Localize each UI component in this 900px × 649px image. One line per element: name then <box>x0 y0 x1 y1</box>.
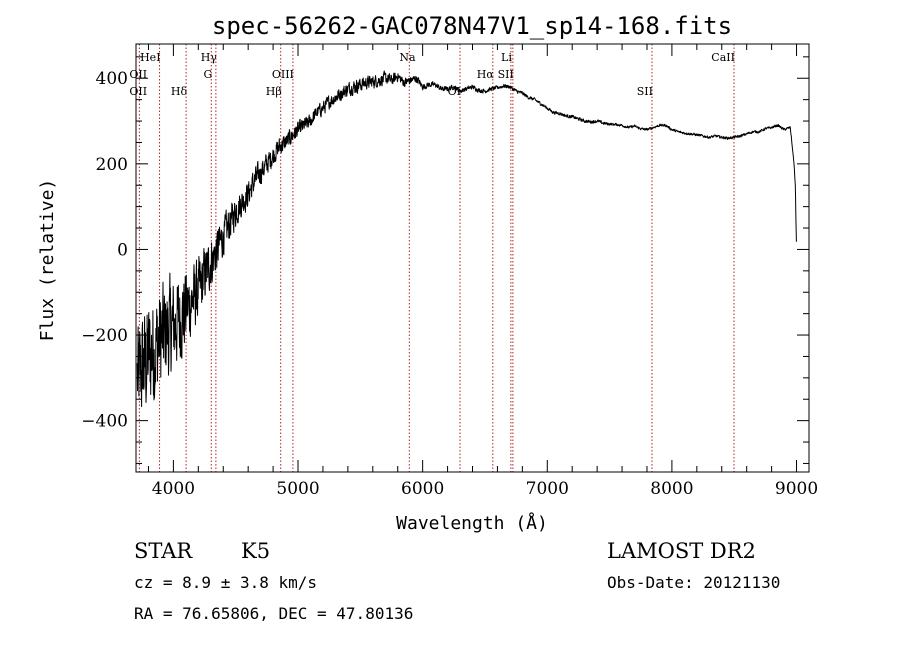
object-class-label: STAR <box>134 539 193 563</box>
y-tick-label: −200 <box>81 326 128 346</box>
x-tick-label: 5000 <box>276 479 319 499</box>
spectral-line-label: Hδ <box>171 85 188 98</box>
spectral-line-label: Li <box>501 51 512 64</box>
x-tick-label: 7000 <box>526 479 569 499</box>
y-tick-label: −400 <box>81 412 128 432</box>
spectrum-line <box>136 70 797 408</box>
y-tick-label: 200 <box>96 155 128 175</box>
chart-title: spec-56262-GAC078N47V1_sp14-168.fits <box>212 12 732 40</box>
spectral-line-label: OIII <box>272 68 294 81</box>
observation-date: Obs-Date: 20121130 <box>607 573 781 592</box>
spectral-line-label: Hα <box>477 68 495 81</box>
x-tick-label: 4000 <box>152 479 195 499</box>
x-tick-label: 9000 <box>775 479 818 499</box>
spectral-line-label: OII <box>129 68 147 81</box>
coordinates-readout: RA = 76.65806, DEC = 47.80136 <box>134 604 414 623</box>
plot-frame <box>135 43 810 473</box>
x-axis-label: Wavelength (Å) <box>396 512 548 534</box>
spectral-line-label: OII <box>129 85 147 98</box>
y-axis-label: Flux (relative) <box>37 179 58 342</box>
spectrum-layer <box>136 70 797 408</box>
redshift-readout: cz = 8.9 ± 3.8 km/s <box>134 573 318 592</box>
spectral-line-label: SII <box>637 85 653 98</box>
object-subclass-label: K5 <box>241 539 271 563</box>
spectral-line-label: SII <box>498 68 514 81</box>
x-tick-label: 8000 <box>650 479 693 499</box>
x-tick-label: 6000 <box>401 479 444 499</box>
spectral-line-label: Hγ <box>201 51 218 64</box>
survey-label: LAMOST DR2 <box>607 539 756 563</box>
y-tick-label: 400 <box>96 69 128 89</box>
spectral-line-label: G <box>203 68 212 81</box>
spectral-line-label: Hβ <box>266 85 282 98</box>
spectral-line-label: HeI <box>140 51 160 64</box>
y-tick-label: 0 <box>117 240 128 260</box>
spectral-line-label: Na <box>399 51 416 64</box>
axis-layer: 4000 5000 6000 7000 8000 9000 −400 −200 0 200 400 <box>81 44 818 499</box>
spectral-line-label: CaII <box>711 51 735 64</box>
